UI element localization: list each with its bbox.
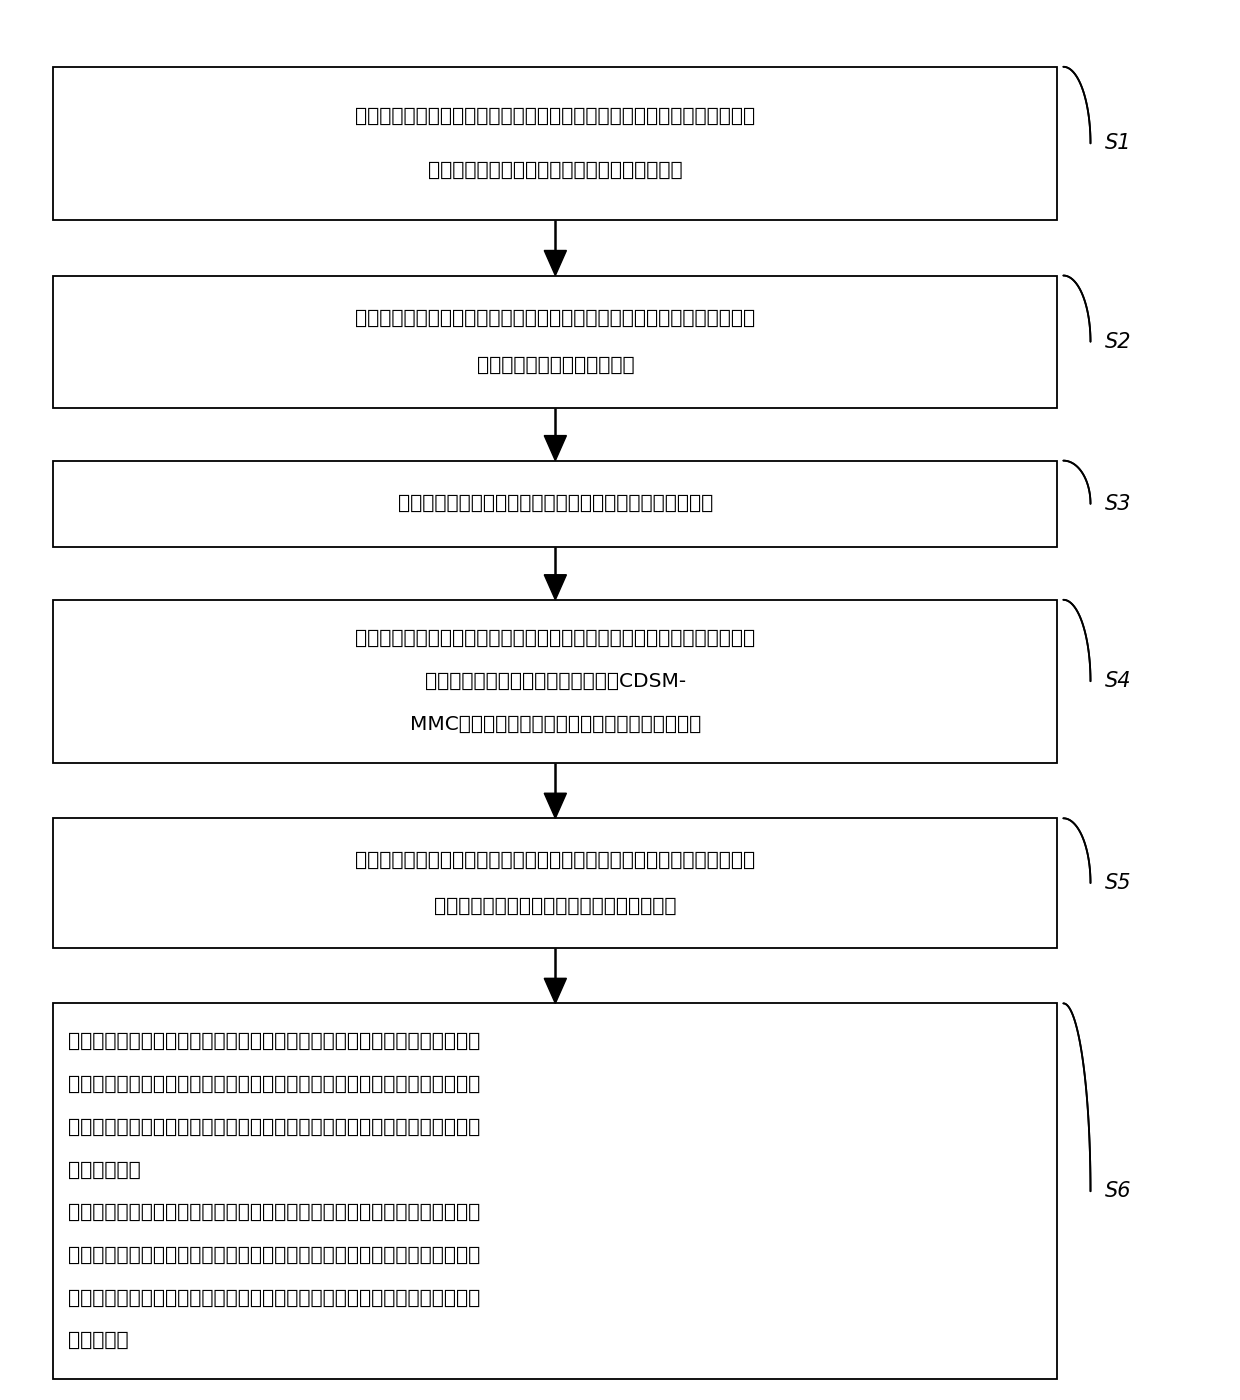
Text: 南等效电压；其中，所述下一个仿真时刻等于所述当前仿真时刻加上所述仿真: 南等效电压；其中，所述下一个仿真时刻等于所述当前仿真时刻加上所述仿真: [68, 1117, 480, 1137]
Text: 有的子模块中的电容电流和电容电压进行初始化: 有的子模块中的电容电流和电容电压进行初始化: [428, 161, 683, 181]
Text: 步长；同时，: 步长；同时，: [68, 1161, 141, 1179]
Polygon shape: [544, 979, 567, 1004]
Text: S4: S4: [1105, 671, 1132, 692]
Text: 通过叠加求和模块化多电平换流器中的每一桥臂的所述戴维南等效电阻和所: 通过叠加求和模块化多电平换流器中的每一桥臂的所述戴维南等效电阻和所: [356, 629, 755, 648]
Text: 南等效电压: 南等效电压: [68, 1331, 129, 1350]
Text: S2: S2: [1105, 332, 1132, 351]
Text: S5: S5: [1105, 874, 1132, 893]
Text: 判断当前仿真时刻是否大于所述仿真总时长；若是，则结束仿真；若否，则进: 判断当前仿真时刻是否大于所述仿真总时长；若是，则结束仿真；若否，则进: [68, 1032, 480, 1051]
Polygon shape: [544, 575, 567, 599]
Text: 述子模块的电容电压进行排序，得到排序结果: 述子模块的电容电压进行排序，得到排序结果: [434, 896, 677, 916]
Bar: [53, 599, 1058, 763]
Polygon shape: [544, 435, 567, 461]
Text: 法离散化所述子模块中的电容: 法离散化所述子模块中的电容: [476, 356, 634, 375]
Text: S3: S3: [1105, 494, 1132, 514]
Bar: [53, 461, 1058, 547]
Text: 将所述子模块中的开关器件用一双值可变电阻等效代替，采用权重数值积分: 将所述子模块中的开关器件用一双值可变电阻等效代替，采用权重数值积分: [356, 308, 755, 328]
Polygon shape: [544, 794, 567, 818]
Text: 采用分类排序均压算法分别对所述模块化多电平换流器的各桥臂中所有的所: 采用分类排序均压算法分别对所述模块化多电平换流器的各桥臂中所有的所: [356, 850, 755, 869]
Text: 根据所述排序结果以及获取所述当前仿真时刻对应的各桥臂需要投入的电容数: 根据所述排序结果以及获取所述当前仿真时刻对应的各桥臂需要投入的电容数: [68, 1203, 480, 1222]
Text: 计算每一个所述子模块的戴维南等效电阻和戴维南等效电压: 计算每一个所述子模块的戴维南等效电阻和戴维南等效电压: [398, 494, 713, 514]
Text: S1: S1: [1105, 133, 1132, 154]
Bar: [53, 1004, 1058, 1379]
Text: 器件的触发状态，以返回重新计算每一个所述子模块的戴维南等效电阻和戴维: 器件的触发状态，以返回重新计算每一个所述子模块的戴维南等效电阻和戴维: [68, 1288, 480, 1308]
Bar: [53, 276, 1058, 407]
Text: 入下一个仿真时刻，返回重新计算每一个所述子模块的戴维南等效电阻和戴维: 入下一个仿真时刻，返回重新计算每一个所述子模块的戴维南等效电阻和戴维: [68, 1075, 480, 1093]
Text: S6: S6: [1105, 1182, 1132, 1201]
Text: 对系统数据进行初始化处理，包括对仿真时刻、仿真步长、仿真总时长、所: 对系统数据进行初始化处理，包括对仿真时刻、仿真步长、仿真总时长、所: [356, 106, 755, 126]
Text: 述戴维南等效电压，得到基于权重法CDSM-: 述戴维南等效电压，得到基于权重法CDSM-: [425, 672, 686, 690]
Text: 目和桥臂电流，确定所述下一仿真时刻各桥臂的所有的所述子模块对应的开关: 目和桥臂电流，确定所述下一仿真时刻各桥臂的所有的所述子模块对应的开关: [68, 1246, 480, 1264]
Polygon shape: [544, 251, 567, 276]
Bar: [53, 67, 1058, 220]
Bar: [53, 818, 1058, 948]
Text: MMC的等效模型，以使所述等效模型进行仿真运行: MMC的等效模型，以使所述等效模型进行仿真运行: [409, 714, 701, 734]
